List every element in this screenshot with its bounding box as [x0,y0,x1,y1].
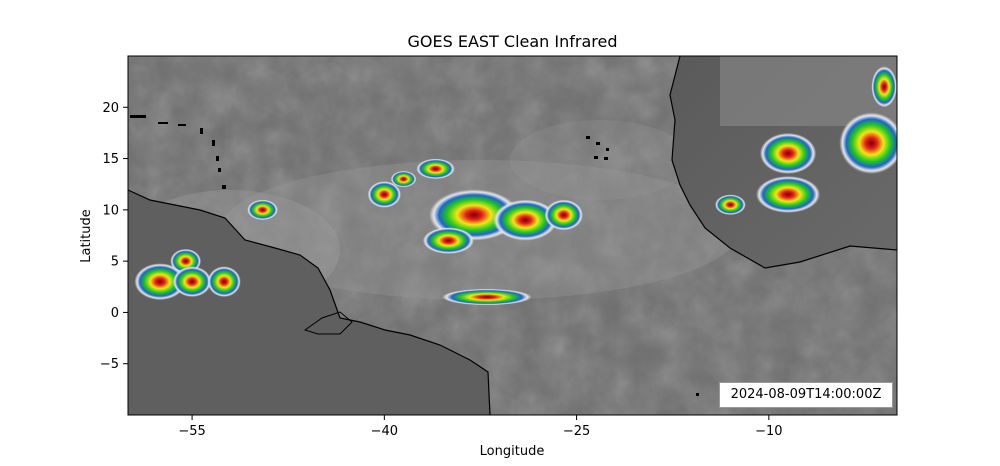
cape-verde-islands [586,136,609,160]
x-tick-label: −40 [371,424,398,439]
storm-cell-14 [756,176,821,213]
map-title: GOES EAST Clean Infrared [407,32,618,51]
y-axis-ticks: 20 15 10 5 0 −5 [100,101,128,372]
plot-frame [127,55,898,416]
south-america-coastline [128,189,491,415]
storm-cell-11 [422,227,475,254]
x-axis-ticks: −55 −40 −25 −10 [178,415,783,439]
y-axis-label: Latitude [79,209,94,263]
y-tick-label: 15 [102,152,119,167]
storm-cell-17 [871,66,897,108]
africa-coastline [669,56,897,269]
storm-cell-3 [207,266,241,298]
storm-cell-4 [247,199,278,221]
storm-cell-0 [134,263,186,301]
st-helena-island [696,393,699,396]
storm-cell-2 [172,266,212,298]
storm-cell-6 [390,170,417,188]
cloud-band-central [510,120,690,200]
timestamp-label: 2024-08-09T14:00:00Z [719,382,893,408]
x-axis-label: Longitude [480,444,545,459]
storm-cell-5 [367,181,401,208]
x-tick-label: −55 [178,424,205,439]
plot-area [128,56,897,415]
storm-cell-7 [416,158,455,180]
storm-cell-13 [759,132,817,174]
storm-cell-15 [715,194,746,215]
cold-cloud-tops [134,66,897,306]
storm-cell-10 [544,199,583,231]
amazon-delta-coast [303,311,353,335]
caribbean-islands [130,115,226,189]
y-tick-label: 5 [111,255,119,270]
y-tick-label: −5 [100,357,119,372]
x-tick-label: −25 [563,424,590,439]
y-tick-label: 0 [111,306,119,321]
storm-cell-9 [493,199,558,241]
storm-cell-12 [442,288,532,306]
south-america-land [128,190,490,415]
storm-cell-16 [839,112,897,174]
x-tick-label: −10 [755,424,782,439]
y-tick-label: 10 [102,203,119,218]
y-tick-label: 20 [102,101,119,116]
